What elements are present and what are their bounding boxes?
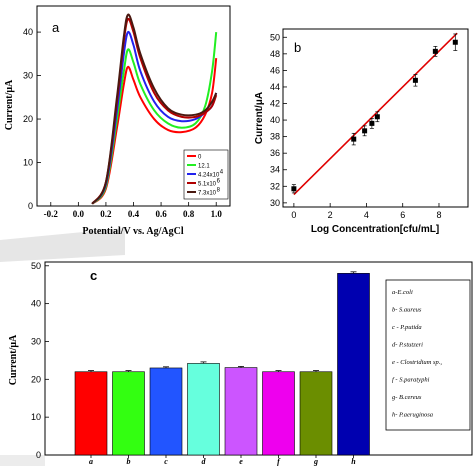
panel-c-legend-entry: d- P.stutzeri	[392, 342, 423, 349]
panel-c-bar-a	[74, 371, 108, 456]
panel-b-ytick-label: 50	[270, 32, 280, 42]
panel-a-xtick-label: 0.8	[183, 209, 195, 219]
panel-b-ytick-label: 44	[270, 82, 280, 92]
panel-a-xtick-label: 1.0	[211, 209, 223, 219]
panel-b-ytick-label: 34	[270, 165, 280, 175]
panel-b-ytick-label: 40	[270, 115, 280, 125]
panel-a-xtick-label: -0.2	[44, 209, 59, 219]
panel-a-ytick-label: 0	[28, 201, 33, 211]
panel-a-xtick-label: 0.4	[128, 209, 140, 219]
panel-b-frame	[282, 28, 469, 208]
zoom-shading	[0, 228, 125, 262]
panel-c-category-label: h	[351, 457, 356, 466]
panel-b-point	[369, 120, 375, 126]
panel-a-xlabel: Potential/V vs. Ag/AgCl	[82, 226, 183, 237]
panel-c-legend-entry: a-E.coli	[392, 289, 413, 296]
panel-b-ytick-label: 38	[270, 132, 280, 142]
panel-c-legend-entry: f - S.paratyphi	[392, 377, 430, 384]
panel-c-ytick-label: 20	[31, 374, 41, 384]
panel-c-ytick-label: 30	[31, 336, 41, 346]
panel-c-legend-box	[385, 279, 471, 431]
panel-a-xtick-label: 0.2	[100, 209, 112, 219]
panel-c-ytick-label: 0	[36, 450, 41, 460]
panel-a-legend-label: 4.24x10	[198, 173, 220, 179]
panel-b-point	[412, 77, 418, 83]
panel-b-xtick-label: 0	[291, 210, 296, 220]
panel-c-bar-h	[337, 273, 370, 456]
zoom-shading-right	[0, 455, 45, 466]
panel-a-series-1	[91, 31, 218, 205]
panel-b-xlabel: Log Concentration[cfu/mL]	[311, 224, 439, 235]
panel-b-point	[374, 114, 380, 120]
panel-b-ytick-label: 42	[270, 99, 280, 109]
panel-a-legend-label: 12.1	[198, 164, 210, 170]
panel-c-letter: c	[90, 268, 97, 283]
panel-c-legend-entry: b- S.aureus	[392, 307, 422, 314]
panel-b-point	[362, 128, 368, 134]
panel-c-legend: a-E.coli b- S.aureus c - P.putida d- P.stut…	[392, 289, 442, 419]
panel-b-xtick-label: 8	[436, 210, 441, 220]
panel-c-legend-entry: e - Clostridium sp.,	[392, 359, 442, 366]
panel-a-series-4	[91, 13, 218, 205]
panel-c-legend-entry: g- B.cereus	[392, 394, 422, 401]
panel-c-category-label: g	[313, 457, 318, 466]
panel-c-ylabel: Current/μA	[8, 334, 19, 385]
panel-a-legend-superscript: 4	[220, 170, 224, 176]
panel-c-bar-d	[187, 363, 220, 456]
panel-b-letter: b	[294, 40, 301, 55]
panel-b-fit-line	[293, 32, 458, 196]
panel-b-xtick-label: 4	[364, 210, 369, 220]
panel-c-bar-g	[299, 371, 333, 456]
panel-a-legend-label: 5.1x10	[198, 182, 217, 188]
panel-a-ytick-label: 20	[23, 114, 33, 124]
panel-b-ytick-label: 32	[270, 181, 280, 191]
panel-c-legend-entry: h- P.aeruginosa	[392, 412, 433, 419]
panel-b-xtick-label: 6	[400, 210, 405, 220]
panel-c-frame	[44, 261, 473, 456]
panel-a-ytick-label: 10	[23, 158, 33, 168]
panel-c-category-label: e	[239, 457, 243, 466]
panel-c-bar-f	[262, 371, 295, 456]
panel-a-legend-label: 7.3x10	[198, 191, 217, 197]
panel-c: c 0 10 20 30 40 50 a b c d e f g h a-E.coli b- S.aureu…	[8, 261, 473, 466]
panel-c-ytick-label: 40	[31, 299, 41, 309]
panel-c-category-label: f	[277, 457, 281, 466]
panel-b-point	[351, 136, 357, 142]
panel-c-ytick-label: 10	[31, 412, 41, 422]
panel-a-xtick-label: 0.6	[155, 209, 167, 219]
panel-a-legend-superscript: 8	[217, 188, 221, 194]
panel-a-ytick-label: 30	[23, 71, 33, 81]
panel-c-category-label: c	[164, 457, 168, 466]
panel-c-category-label: d	[202, 457, 207, 466]
panel-c-legend-entry: c - P.putida	[392, 324, 422, 331]
panel-c-category-label: b	[127, 457, 131, 466]
panel-a-letter: a	[52, 20, 60, 35]
panel-b-ytick-label: 30	[270, 198, 280, 208]
panel-a-legend: 0 12.1 4.24x10 45.1x10 67.3x10 8	[183, 149, 229, 200]
panel-a-xtick-label: 0.0	[73, 209, 85, 219]
panel-b-point	[291, 186, 297, 192]
panel-a-ylabel: Current/μA	[4, 79, 15, 130]
panel-c-category-label: a	[89, 457, 93, 466]
panel-b-ylabel: Current/μA	[254, 92, 265, 144]
panel-b-ytick-label: 48	[270, 49, 280, 59]
panel-b-ytick-label: 36	[270, 148, 280, 158]
panel-b-point	[432, 48, 438, 54]
panel-b-ytick-label: 46	[270, 65, 280, 75]
panel-b-point	[452, 39, 458, 45]
panel-a-series-0	[91, 58, 218, 205]
panel-b-xtick-label: 2	[328, 210, 333, 220]
panel-c-bar-c	[149, 367, 183, 456]
panel-a-legend-superscript: 6	[217, 179, 221, 185]
panel-a-legend-label: 0	[198, 155, 202, 161]
panel-c-bar-e	[224, 367, 258, 456]
panel-c-bar-b	[112, 371, 145, 456]
panel-c-ytick-label: 50	[31, 261, 41, 271]
panel-a-ytick-label: 40	[23, 27, 33, 37]
panel-a: a -0.2 0.0 0.2 0.4 0.6 0.8 1.0 0 10 20 30 40 0 12.1 4…	[4, 5, 231, 237]
